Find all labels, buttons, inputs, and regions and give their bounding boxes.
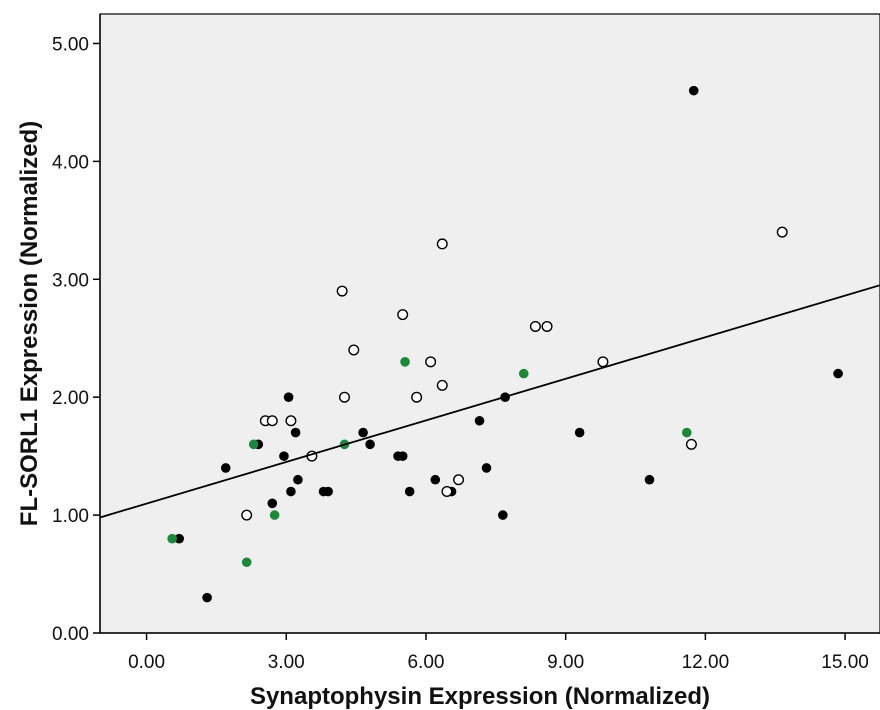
- data-point: [267, 498, 278, 509]
- x-tick-label: 12.00: [682, 652, 730, 673]
- data-point: [397, 451, 408, 461]
- data-point-open: [529, 320, 541, 332]
- y-tick-label: 2.00: [52, 388, 89, 409]
- data-point-open: [436, 238, 448, 250]
- data-point: [474, 415, 485, 426]
- data-point: [400, 357, 410, 367]
- data-point-open: [348, 344, 360, 356]
- data-point-open: [441, 486, 453, 498]
- data-point-open: [397, 309, 409, 321]
- data-point: [833, 368, 843, 379]
- data-point-open: [266, 415, 278, 427]
- regression-line: [99, 284, 880, 519]
- y-tick-label: 0.00: [52, 624, 89, 645]
- data-point: [279, 451, 289, 461]
- y-tick-label: 3.00: [52, 270, 89, 291]
- x-axis-ticks: 0.00 3.00 6.00 9.00 12.00 15.00: [128, 633, 869, 673]
- data-point-open: [685, 438, 697, 450]
- y-axis-title: FL-SORL1 Expression (Normalized): [16, 121, 43, 526]
- y-tick-label: 1.00: [52, 506, 89, 527]
- data-point: [498, 510, 508, 520]
- data-point-open: [285, 415, 297, 427]
- data-point-open: [776, 226, 788, 238]
- plot-area: [99, 13, 880, 634]
- data-point: [269, 510, 280, 520]
- data-point: [365, 439, 375, 450]
- data-point-open: [541, 320, 553, 332]
- x-axis-title: Synaptophysin Expression (Normalized): [250, 683, 710, 710]
- data-point-open: [336, 285, 348, 297]
- data-point-open: [241, 509, 253, 521]
- x-tick-label: 6.00: [407, 652, 444, 673]
- data-point: [248, 439, 259, 450]
- data-point: [283, 392, 294, 402]
- data-point: [430, 474, 441, 485]
- data-point: [220, 463, 231, 473]
- data-point: [323, 486, 333, 497]
- data-point-open: [453, 474, 465, 486]
- data-points: [167, 85, 843, 603]
- y-tick-label: 4.00: [52, 152, 89, 173]
- x-tick-label: 3.00: [268, 652, 305, 673]
- data-point-open: [411, 391, 423, 403]
- data-point: [167, 533, 177, 544]
- data-point-open: [338, 391, 350, 403]
- data-point: [481, 463, 492, 473]
- data-point-open: [425, 356, 437, 368]
- x-tick-label: 9.00: [547, 652, 584, 673]
- y-axis-ticks: 0.00 1.00 2.00 3.00 4.00 5.00: [52, 34, 100, 645]
- data-point: [202, 592, 212, 603]
- data-point: [358, 427, 368, 438]
- data-point: [293, 474, 303, 485]
- data-point: [688, 85, 699, 96]
- data-point: [290, 427, 301, 438]
- data-point: [286, 486, 296, 497]
- data-point: [241, 557, 252, 568]
- x-tick-label: 15.00: [821, 652, 869, 673]
- data-point: [681, 427, 692, 438]
- data-point: [518, 368, 529, 379]
- data-point: [174, 533, 184, 544]
- data-point: [644, 474, 655, 485]
- data-point: [574, 427, 585, 438]
- x-tick-label: 0.00: [128, 652, 165, 673]
- y-tick-label: 5.00: [52, 34, 89, 55]
- data-point-open: [436, 379, 448, 391]
- data-point-open: [597, 356, 609, 368]
- data-point: [404, 486, 415, 497]
